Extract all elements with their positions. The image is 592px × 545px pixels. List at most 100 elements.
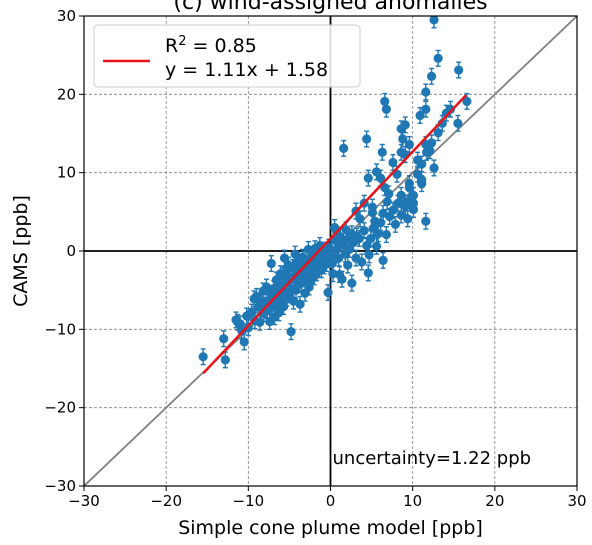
data-point [415,106,425,125]
data-point-marker [247,307,257,317]
data-point-marker [354,233,364,244]
data-point-marker [390,219,401,229]
data-point-marker [332,229,342,240]
data-point-marker [404,182,414,193]
data-point-marker [363,268,373,278]
data-point [417,171,427,189]
data-point [445,100,456,118]
data-point [462,92,472,110]
data-point-marker [433,128,443,138]
data-point-marker [393,198,403,208]
data-point [404,179,414,197]
data-point-marker [377,147,387,157]
data-point [400,194,410,212]
data-point [378,251,388,269]
y-tick-label: 20 [57,85,76,103]
legend-r2-prefix: R [165,35,178,57]
data-point [239,333,249,351]
y-tick-label: 0 [66,242,76,260]
data-point-marker [462,96,472,106]
x-tick-label: 20 [485,492,504,510]
data-point [295,295,305,313]
data-point [371,237,382,255]
data-point-marker [425,146,435,156]
y-tick-label: −30 [44,477,76,495]
data-point [347,274,357,292]
data-point [323,283,333,302]
y-tick-label: −10 [44,320,76,338]
legend-box [93,24,361,88]
data-point-marker [388,205,398,215]
x-tick-label: −30 [68,492,100,510]
data-point [243,319,253,337]
data-point-marker [378,255,388,265]
y-tick-label: −20 [44,399,76,417]
x-tick-label: 30 [567,492,586,510]
data-point-marker [403,214,413,224]
y-tick-label: 30 [57,7,76,25]
data-point [454,61,464,79]
data-point-marker [376,173,386,183]
data-point [266,254,276,273]
x-tick-label: −10 [233,492,265,510]
data-point [429,159,439,177]
data-point [367,198,378,216]
data-point-marker [400,198,410,208]
data-point [334,265,345,284]
data-point [233,313,243,331]
data-point [433,49,443,67]
data-point [354,229,364,248]
data-point-marker [286,327,296,337]
data-point-marker [359,226,369,236]
axis-ticks: −30 −20 −10 0 10 20 30 −30 −20 −10 0 10 20 30 [44,7,586,510]
fit-line [202,94,467,375]
data-point [426,67,437,85]
x-axis-title: Simple cone plume model [ppb] [178,517,483,539]
data-point-marker [429,16,439,25]
data-point [453,114,463,132]
data-point-marker [408,198,419,208]
data-point-marker [295,299,305,309]
data-point [332,226,342,244]
y-tick-label: 10 [57,164,76,182]
data-point-marker [371,241,382,251]
data-point-marker [417,175,427,185]
legend: R2 = 0.85 y = 1.11x + 1.58 [93,24,361,88]
data-point-marker [334,269,345,280]
data-point-marker [364,250,374,260]
data-point-marker [220,355,230,365]
data-point [198,348,208,366]
data-point-marker [367,202,378,212]
x-tick-label: −20 [150,492,182,510]
data-point-marker [274,308,284,318]
data-point [381,226,391,244]
x-tick-label: 10 [403,492,422,510]
data-point [388,153,398,172]
data-point-marker [219,334,229,344]
data-point-marker [347,278,357,288]
data-point-marker [376,218,386,228]
data-point-marker [433,53,443,63]
data-point [396,186,406,204]
x-tick-label: 0 [326,492,336,510]
data-point-marker [255,317,265,327]
legend-r2-superscript: 2 [178,34,186,49]
data-point [412,151,423,169]
data-point [359,222,369,240]
data-point-marker [355,214,365,224]
data-point-marker [324,242,334,252]
data-point-marker [233,317,243,327]
data-point-marker [343,260,353,270]
data-point [363,264,373,282]
data-point-marker [251,291,262,302]
data-point-marker [445,104,456,114]
data-point-marker [421,87,431,97]
legend-r2-value: = 0.85 [186,35,256,57]
data-point-marker [279,302,289,312]
data-point [384,185,394,203]
data-point-marker [339,143,349,153]
data-point-marker [323,287,333,298]
data-point-marker [412,155,423,165]
data-point [219,330,229,348]
data-point-marker [381,104,391,114]
